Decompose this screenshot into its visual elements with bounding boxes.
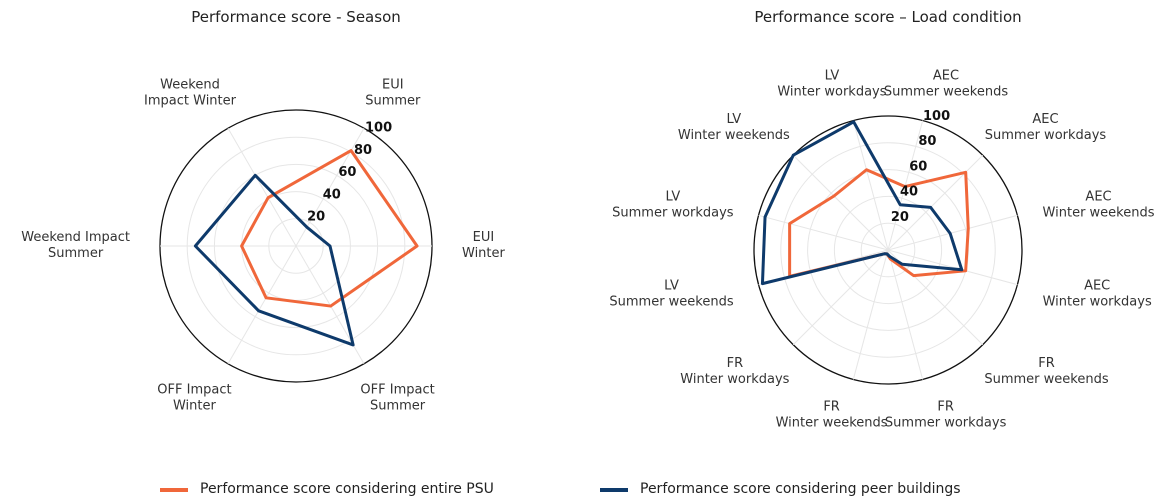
legend-label: Performance score considering peer build… bbox=[640, 481, 961, 497]
spoke bbox=[792, 249, 889, 346]
spoke bbox=[887, 249, 1018, 286]
category-label: FR Winter workdays bbox=[680, 355, 790, 387]
r-tick-label: 40 bbox=[323, 187, 341, 202]
grid-ring bbox=[860, 222, 916, 278]
spoke bbox=[852, 249, 889, 380]
r-tick-label: 80 bbox=[354, 143, 372, 158]
category-label: Weekend Impact Summer bbox=[21, 230, 130, 261]
category-label: EUI Summer bbox=[365, 77, 421, 109]
category-label: LV Winter weekends bbox=[677, 112, 790, 144]
r-tick-label: 100 bbox=[923, 109, 950, 124]
r-tick-label: 60 bbox=[909, 159, 927, 174]
spoke bbox=[887, 154, 984, 251]
category-label: OFF Impact Winter bbox=[157, 382, 232, 414]
chart-title: Performance score - Season bbox=[191, 8, 401, 26]
category-label: OFF Impact Summer bbox=[360, 382, 435, 414]
spoke bbox=[852, 120, 889, 251]
spoke bbox=[887, 214, 1018, 251]
legend-label: Performance score considering entire PSU bbox=[200, 481, 494, 497]
category-label: LV Summer workdays bbox=[612, 189, 734, 221]
spoke bbox=[887, 249, 924, 380]
series-polygon bbox=[193, 173, 355, 347]
category-label: AEC Winter weekends bbox=[1042, 189, 1155, 221]
category-label: Weekend Impact Winter bbox=[144, 77, 236, 109]
category-label: FR Summer weekends bbox=[984, 355, 1109, 387]
category-label: FR Summer workdays bbox=[884, 399, 1007, 431]
r-tick-label: 20 bbox=[891, 210, 909, 225]
r-tick-label: 60 bbox=[338, 165, 356, 180]
r-tick-label: 100 bbox=[365, 121, 392, 136]
r-tick-label: 80 bbox=[918, 134, 936, 149]
grid-ring bbox=[753, 115, 1023, 385]
grid-ring bbox=[833, 195, 943, 305]
grid-ring bbox=[780, 142, 996, 358]
r-tick-label: 40 bbox=[900, 185, 918, 200]
spoke bbox=[758, 214, 889, 251]
spoke bbox=[227, 245, 297, 365]
category-label: AEC Summer workdays bbox=[984, 112, 1107, 144]
r-tick-label: 20 bbox=[307, 210, 325, 225]
category-label: LV Summer weekends bbox=[609, 278, 734, 310]
category-label: AEC Winter workdays bbox=[1042, 278, 1152, 310]
category-label: FR Winter weekends bbox=[775, 399, 888, 431]
chart-title: Performance score – Load condition bbox=[754, 8, 1022, 26]
category-label: LV Winter workdays bbox=[777, 68, 887, 100]
spoke bbox=[792, 154, 889, 251]
category-label: AEC Summer weekends bbox=[883, 68, 1009, 100]
series-polygon bbox=[760, 120, 964, 286]
series-polygon bbox=[240, 149, 419, 308]
category-label: EUI Winter bbox=[462, 230, 505, 261]
spoke bbox=[227, 127, 297, 247]
